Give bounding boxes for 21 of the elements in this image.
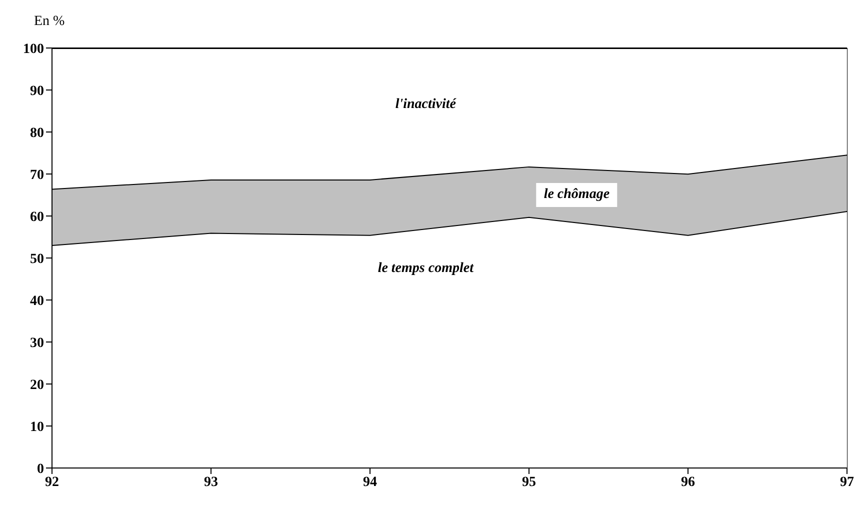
x-tick-label: 96 bbox=[681, 474, 695, 490]
y-tick-label: 60 bbox=[30, 210, 44, 225]
y-tick-label: 30 bbox=[30, 336, 44, 351]
y-axis-title: En % bbox=[34, 14, 65, 30]
x-tick-label: 93 bbox=[204, 474, 218, 490]
series-label: le temps complet bbox=[378, 261, 474, 278]
y-tick-label: 50 bbox=[30, 252, 44, 267]
series-label: le chômage bbox=[536, 183, 618, 208]
y-tick-label: 100 bbox=[23, 42, 44, 57]
y-tick-label: 10 bbox=[30, 420, 44, 435]
y-tick-label: 90 bbox=[30, 84, 44, 99]
x-tick-label: 94 bbox=[363, 474, 377, 490]
y-tick-label: 40 bbox=[30, 294, 44, 309]
x-tick-label: 95 bbox=[522, 474, 536, 490]
series-label: l'inactivité bbox=[395, 97, 456, 114]
y-tick-label: 20 bbox=[30, 378, 44, 393]
x-tick-label: 97 bbox=[840, 474, 854, 490]
y-tick-label: 80 bbox=[30, 126, 44, 141]
y-tick-label: 70 bbox=[30, 168, 44, 183]
y-tick-label: 0 bbox=[37, 462, 44, 477]
x-tick-label: 92 bbox=[45, 474, 59, 490]
